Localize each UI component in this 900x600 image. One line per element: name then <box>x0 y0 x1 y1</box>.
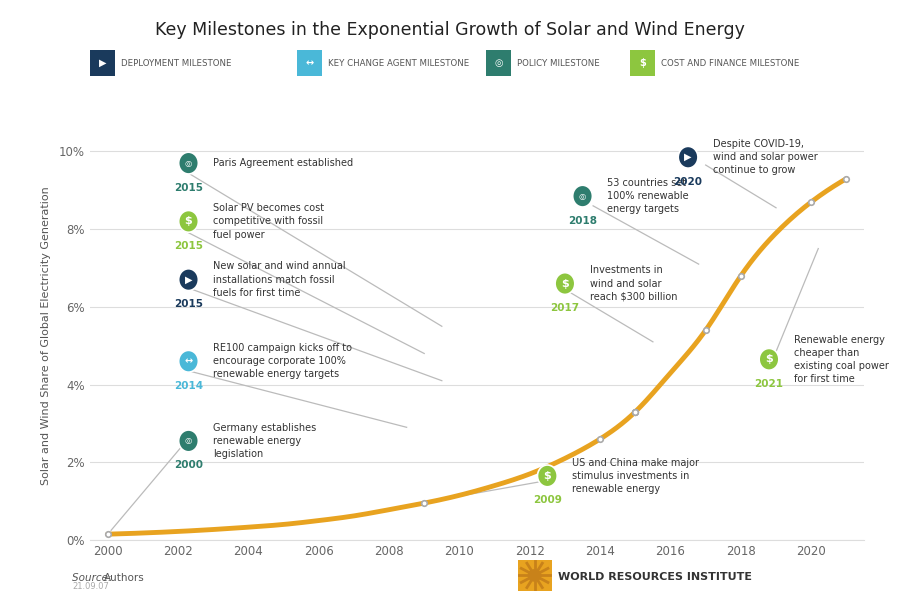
Circle shape <box>572 185 592 207</box>
Text: COST AND FINANCE MILESTONE: COST AND FINANCE MILESTONE <box>661 58 799 67</box>
Text: ◎: ◎ <box>579 191 586 200</box>
Circle shape <box>179 430 198 452</box>
Circle shape <box>179 350 198 372</box>
Text: KEY CHANGE AGENT MILESTONE: KEY CHANGE AGENT MILESTONE <box>328 58 469 67</box>
Text: POLICY MILESTONE: POLICY MILESTONE <box>517 58 599 67</box>
Text: ▶: ▶ <box>684 152 692 162</box>
Text: ↔: ↔ <box>305 58 314 68</box>
Text: 2020: 2020 <box>673 176 703 187</box>
Text: 2009: 2009 <box>533 496 562 505</box>
Text: $: $ <box>639 58 646 68</box>
Text: WORLD RESOURCES INSTITUTE: WORLD RESOURCES INSTITUTE <box>558 572 752 582</box>
Text: Renewable energy
cheaper than
existing coal power
for first time: Renewable energy cheaper than existing c… <box>794 335 888 384</box>
Text: 2017: 2017 <box>551 303 580 313</box>
Text: $: $ <box>544 471 551 481</box>
Text: DEPLOYMENT MILESTONE: DEPLOYMENT MILESTONE <box>121 58 231 67</box>
Text: ◎: ◎ <box>494 58 503 68</box>
Circle shape <box>179 269 198 290</box>
Circle shape <box>679 146 698 168</box>
Circle shape <box>179 211 198 232</box>
Circle shape <box>760 349 778 370</box>
Text: 2000: 2000 <box>174 460 203 470</box>
Circle shape <box>555 272 575 295</box>
Text: Paris Agreement established: Paris Agreement established <box>213 158 354 168</box>
Circle shape <box>528 570 541 581</box>
Text: $: $ <box>561 278 569 289</box>
Text: 2015: 2015 <box>174 299 203 309</box>
Text: New solar and wind annual
installations match fossil
fuels for first time: New solar and wind annual installations … <box>213 262 346 298</box>
Text: ◎: ◎ <box>184 158 192 167</box>
Text: 21.09.07: 21.09.07 <box>72 582 109 591</box>
Text: Key Milestones in the Exponential Growth of Solar and Wind Energy: Key Milestones in the Exponential Growth… <box>155 21 745 39</box>
Text: $: $ <box>765 355 773 364</box>
Text: Solar PV becomes cost
competitive with fossil
fuel power: Solar PV becomes cost competitive with f… <box>213 203 324 239</box>
Text: ▶: ▶ <box>99 58 106 68</box>
Text: 53 countries set
100% renewable
energy targets: 53 countries set 100% renewable energy t… <box>608 178 688 214</box>
Text: 2021: 2021 <box>754 379 784 389</box>
Text: US and China make major
stimulus investments in
renewable energy: US and China make major stimulus investm… <box>572 458 699 494</box>
Text: Investments in
wind and solar
reach $300 billion: Investments in wind and solar reach $300… <box>590 265 677 302</box>
Text: Germany establishes
renewable energy
legislation: Germany establishes renewable energy leg… <box>213 423 317 459</box>
Text: Source:: Source: <box>72 573 115 583</box>
Text: RE100 campaign kicks off to
encourage corporate 100%
renewable energy targets: RE100 campaign kicks off to encourage co… <box>213 343 352 379</box>
Circle shape <box>179 152 198 174</box>
Text: 2015: 2015 <box>174 241 203 251</box>
Text: 2015: 2015 <box>174 182 203 193</box>
Text: Authors: Authors <box>104 573 144 583</box>
Y-axis label: Solar and Wind Share of Global Electricity Generation: Solar and Wind Share of Global Electrici… <box>40 187 50 485</box>
Text: 2018: 2018 <box>568 215 597 226</box>
Text: $: $ <box>184 217 193 226</box>
Text: 2014: 2014 <box>174 380 203 391</box>
Text: ▶: ▶ <box>184 275 193 284</box>
Text: ◎: ◎ <box>184 436 192 445</box>
Text: Despite COVID-19,
wind and solar power
continue to grow: Despite COVID-19, wind and solar power c… <box>713 139 817 175</box>
Circle shape <box>537 465 557 487</box>
Text: ↔: ↔ <box>184 356 193 366</box>
